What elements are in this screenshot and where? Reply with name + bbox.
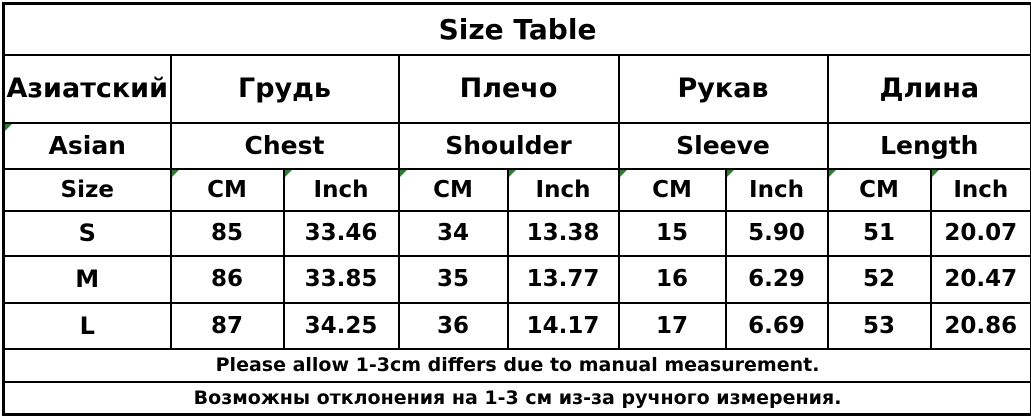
title-row: Size Table	[2, 2, 1031, 56]
green-corner-flag-icon	[172, 170, 179, 177]
header-ru-chest: Грудь	[169, 53, 400, 124]
unit-header-sleeve-inch: Inch	[724, 167, 829, 212]
green-corner-flag-icon	[509, 170, 516, 177]
unit-header-length-inch: Inch	[929, 167, 1031, 212]
value-cell: 6.29	[724, 254, 829, 304]
unit-header-chest-cm: CM	[169, 167, 285, 212]
value-cell: 53	[826, 301, 932, 350]
header-ru-shoulder: Плечо	[397, 53, 620, 124]
green-corner-flag-icon	[829, 170, 836, 177]
note-row-ru: Возможны отклонения на 1-3 см из-за ручн…	[2, 380, 1031, 416]
size-column-header: Size	[2, 167, 172, 212]
value-cell: 86	[169, 254, 285, 304]
value-cell: 5.90	[724, 209, 829, 257]
value-cell: 6.69	[724, 301, 829, 350]
unit-label: Inch	[535, 176, 591, 203]
green-corner-flag-icon	[727, 170, 734, 177]
header-ru-size: Азиатский	[2, 53, 172, 124]
value-cell: 13.77	[506, 254, 620, 304]
table-title: Size Table	[2, 2, 1031, 56]
header-ru-sleeve: Рукав	[617, 53, 829, 124]
value-cell: 17	[617, 301, 727, 350]
header-ru-length: Длина	[826, 53, 1031, 124]
value-cell: 51	[826, 209, 932, 257]
size-row-s: S 85 33.46 34 13.38 15 5.90 51 20.07	[2, 209, 1031, 257]
unit-header-shoulder-cm: CM	[397, 167, 509, 212]
value-cell: 36	[397, 301, 509, 350]
unit-label: CM	[433, 176, 473, 203]
green-corner-flag-icon	[620, 170, 627, 177]
value-cell: 52	[826, 254, 932, 304]
value-cell: 16	[617, 254, 727, 304]
unit-header-length-cm: CM	[826, 167, 932, 212]
value-cell: 20.86	[929, 301, 1031, 350]
value-cell: 15	[617, 209, 727, 257]
unit-header-shoulder-inch: Inch	[506, 167, 620, 212]
unit-header-sleeve-cm: CM	[617, 167, 727, 212]
header-en-sleeve: Sleeve	[617, 121, 829, 170]
unit-label: Inch	[953, 176, 1009, 203]
header-en-size-label: Asian	[48, 131, 126, 160]
unit-label: Inch	[749, 176, 804, 203]
green-corner-flag-icon	[400, 170, 407, 177]
measurement-note-ru: Возможны отклонения на 1-3 см из-за ручн…	[2, 380, 1031, 416]
unit-label: CM	[652, 176, 692, 203]
size-row-l: L 87 34.25 36 14.17 17 6.69 53 20.86	[2, 301, 1031, 350]
size-cell: L	[2, 301, 172, 350]
note-row-en: Please allow 1-3cm differs due to manual…	[2, 347, 1031, 383]
value-cell: 20.47	[929, 254, 1031, 304]
value-cell: 33.46	[282, 209, 400, 257]
unit-label: CM	[207, 176, 247, 203]
size-cell: S	[2, 209, 172, 257]
english-header-row: Asian Chest Shoulder Sleeve Length	[2, 121, 1031, 170]
header-en-length: Length	[826, 121, 1031, 170]
value-cell: 85	[169, 209, 285, 257]
green-corner-flag-icon	[285, 170, 292, 177]
unit-label: CM	[859, 176, 899, 203]
green-corner-flag-icon	[5, 124, 12, 131]
size-cell: M	[2, 254, 172, 304]
green-corner-flag-icon	[932, 170, 939, 177]
value-cell: 33.85	[282, 254, 400, 304]
value-cell: 34.25	[282, 301, 400, 350]
value-cell: 34	[397, 209, 509, 257]
unit-header-chest-inch: Inch	[282, 167, 400, 212]
header-en-shoulder: Shoulder	[397, 121, 620, 170]
header-en-size: Asian	[2, 121, 172, 170]
measurement-note-en: Please allow 1-3cm differs due to manual…	[2, 347, 1031, 383]
value-cell: 87	[169, 301, 285, 350]
size-row-m: M 86 33.85 35 13.77 16 6.29 52 20.47	[2, 254, 1031, 304]
unit-header-row: Size CM Inch CM Inch CM Inch CM Inch	[2, 167, 1031, 212]
value-cell: 20.07	[929, 209, 1031, 257]
value-cell: 13.38	[506, 209, 620, 257]
unit-label: Inch	[313, 176, 369, 203]
header-en-chest: Chest	[169, 121, 400, 170]
value-cell: 35	[397, 254, 509, 304]
russian-header-row: Азиатский Грудь Плечо Рукав Длина	[2, 53, 1031, 124]
value-cell: 14.17	[506, 301, 620, 350]
